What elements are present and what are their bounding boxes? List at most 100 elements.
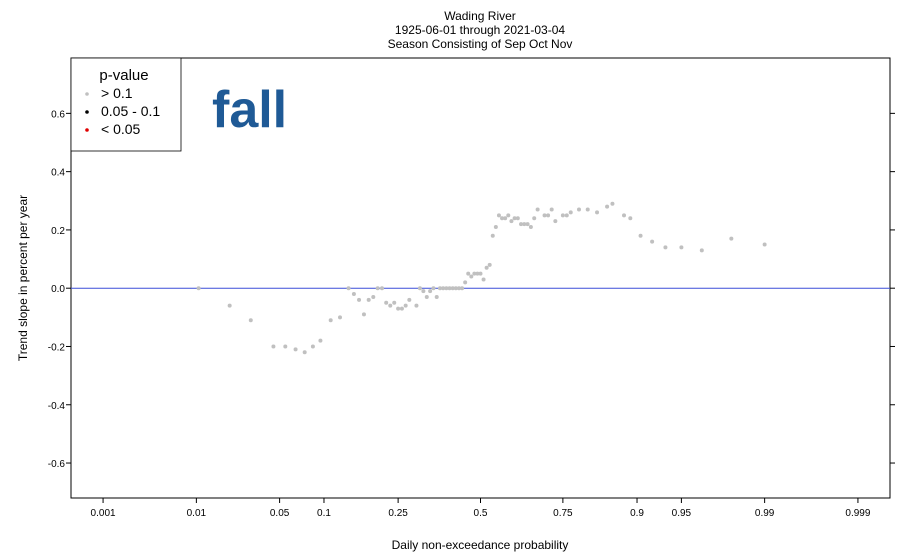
data-point xyxy=(366,297,371,302)
data-point xyxy=(628,216,633,221)
x-tick-label: 0.75 xyxy=(553,508,573,519)
data-point xyxy=(490,233,495,238)
data-point xyxy=(441,286,446,291)
y-tick-label: 0.2 xyxy=(51,226,65,237)
data-point xyxy=(762,242,767,247)
legend-entries: > 0.1 0.05 - 0.1 < 0.05 xyxy=(85,85,160,137)
data-point xyxy=(522,222,527,227)
data-point xyxy=(528,225,533,230)
data-point xyxy=(496,213,501,218)
data-point xyxy=(595,210,600,215)
data-point xyxy=(399,306,404,311)
data-point xyxy=(361,312,366,317)
x-axis-label: Daily non-exceedance probability xyxy=(392,538,569,552)
data-point xyxy=(437,286,442,291)
data-point xyxy=(487,262,492,267)
data-point xyxy=(503,216,508,221)
data-point xyxy=(196,286,201,291)
legend-entry-label: < 0.05 xyxy=(101,121,141,137)
data-point xyxy=(271,344,276,349)
legend-title: p-value xyxy=(99,67,148,84)
data-point xyxy=(663,245,668,250)
y-tick-label: 0.4 xyxy=(51,168,65,179)
data-point xyxy=(428,289,433,294)
legend-marker xyxy=(85,128,89,132)
data-point xyxy=(506,213,511,218)
data-point xyxy=(478,271,483,276)
data-points xyxy=(196,201,767,355)
data-point xyxy=(729,236,734,241)
data-point xyxy=(512,216,517,221)
title-line: 1925-06-01 through 2021-03-04 xyxy=(395,23,565,37)
data-point xyxy=(484,265,489,270)
data-point xyxy=(638,233,643,238)
data-point xyxy=(475,271,480,276)
season-label: fall xyxy=(212,81,287,139)
y-tick-label: -0.6 xyxy=(48,459,66,470)
data-point xyxy=(542,213,547,218)
data-point xyxy=(310,344,315,349)
data-point xyxy=(546,213,551,218)
data-point xyxy=(403,303,408,308)
data-point xyxy=(456,286,461,291)
legend: p-value > 0.1 0.05 - 0.1 < 0.05 xyxy=(70,57,182,152)
legend-entry-label: > 0.1 xyxy=(101,85,133,101)
x-tick-label: 0.99 xyxy=(755,508,775,519)
x-tick-label: 0.05 xyxy=(270,508,290,519)
data-point xyxy=(568,210,573,215)
data-point xyxy=(227,303,232,308)
data-point xyxy=(493,225,498,230)
data-point xyxy=(699,248,704,253)
data-point xyxy=(318,338,323,343)
data-point xyxy=(380,286,385,291)
data-point xyxy=(424,294,429,299)
data-point xyxy=(388,303,393,308)
x-tick-label: 0.999 xyxy=(845,508,870,519)
y-tick-label: 0.0 xyxy=(51,284,65,295)
data-point xyxy=(535,207,540,212)
data-point xyxy=(610,201,615,206)
data-point xyxy=(384,300,389,305)
data-point xyxy=(585,207,590,212)
y-axis: -0.6 -0.4 -0.2 0.0 0.2 0.4 0.6 xyxy=(48,109,895,470)
data-point xyxy=(553,219,558,224)
legend-entry-label: 0.05 - 0.1 xyxy=(101,103,160,119)
data-point xyxy=(453,286,458,291)
x-tick-label: 0.01 xyxy=(187,508,207,519)
y-axis-label: Trend slope in percent per year xyxy=(16,195,30,361)
data-point xyxy=(679,245,684,250)
data-point xyxy=(392,300,397,305)
data-point xyxy=(396,306,401,311)
legend-marker xyxy=(85,92,89,96)
data-point xyxy=(293,347,298,352)
data-point xyxy=(509,219,514,224)
legend-box xyxy=(70,57,182,152)
data-point xyxy=(414,303,419,308)
data-point xyxy=(576,207,581,212)
legend-marker xyxy=(85,110,89,114)
y-tick-label: 0.6 xyxy=(51,109,65,120)
data-point xyxy=(650,239,655,244)
data-point xyxy=(519,222,524,227)
data-point xyxy=(283,344,288,349)
title-line: Wading River xyxy=(444,9,516,23)
x-tick-label: 0.001 xyxy=(91,508,116,519)
x-tick-label: 0.95 xyxy=(672,508,692,519)
data-point xyxy=(371,294,376,299)
data-point xyxy=(549,207,554,212)
data-point xyxy=(622,213,627,218)
x-tick-label: 0.25 xyxy=(388,508,408,519)
y-tick-label: -0.4 xyxy=(48,401,66,412)
x-tick-label: 0.9 xyxy=(630,508,644,519)
data-point xyxy=(434,294,439,299)
data-point xyxy=(466,271,471,276)
data-point xyxy=(417,286,422,291)
data-point xyxy=(302,350,307,355)
plot-frame xyxy=(70,57,891,499)
data-point xyxy=(525,222,530,227)
data-point xyxy=(450,286,455,291)
data-point xyxy=(460,286,465,291)
data-point xyxy=(469,274,474,279)
